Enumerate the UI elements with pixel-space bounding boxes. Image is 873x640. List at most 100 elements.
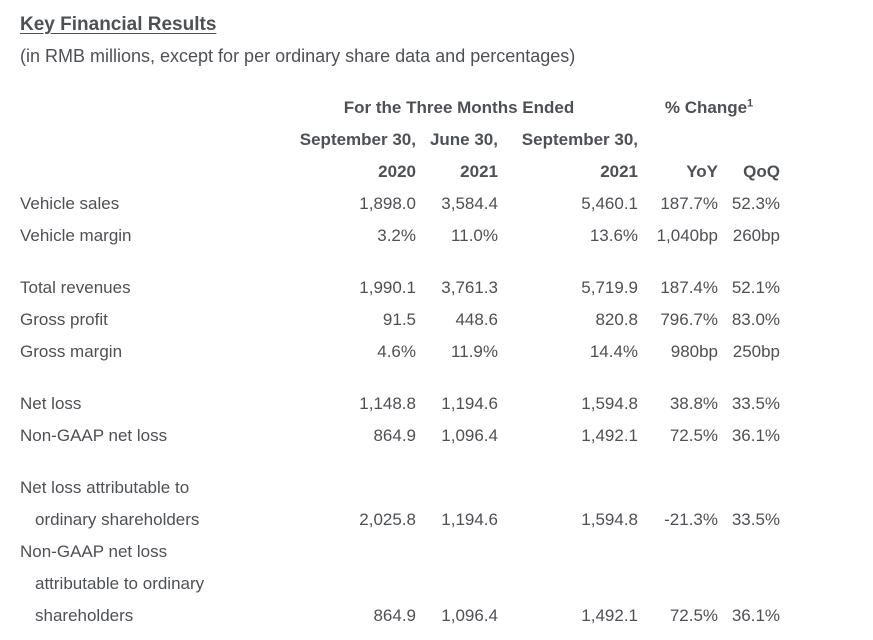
cell-value: 36.1% xyxy=(731,606,781,625)
row-label: Non-GAAP net loss xyxy=(20,420,280,452)
table-row: Gross margin 4.6% 11.9% 14.4% 980bp 250bp xyxy=(20,336,780,368)
cell-value: 83.0% xyxy=(731,310,781,329)
cell-value: 1,898.0 xyxy=(359,194,416,213)
page-title: Key Financial Results xyxy=(20,14,217,35)
financial-results-table: For the Three Months Ended % Change1 Sep… xyxy=(20,92,780,632)
header-empty-cell xyxy=(638,124,718,156)
change-group-header: % Change1 xyxy=(638,92,780,124)
change-group-label: % Change xyxy=(664,98,748,117)
period-date-header: September 30, xyxy=(521,130,639,149)
row-label: Net loss attributable to ordinary shareho… xyxy=(20,472,280,536)
header-empty-cell xyxy=(20,156,280,188)
cell-value: 1,194.6 xyxy=(441,394,498,413)
cell-value: 11.0% xyxy=(451,226,498,245)
header-empty-cell xyxy=(20,124,280,156)
cell-value: 260bp xyxy=(732,226,781,245)
cell-value: 820.8 xyxy=(595,310,639,329)
cell-value: 72.5% xyxy=(669,606,719,625)
table-row: Net loss attributable to ordinary shareho… xyxy=(20,472,780,536)
cell-value: 3.2% xyxy=(377,226,416,245)
header-row-groups: For the Three Months Ended % Change1 xyxy=(20,92,780,124)
cell-value: 1,492.1 xyxy=(581,606,639,625)
table-row: Vehicle margin 3.2% 11.0% 13.6% 1,040bp 260bp xyxy=(20,220,780,252)
row-label-line: attributable to ordinary xyxy=(35,574,205,593)
cell-value: 91.5 xyxy=(382,310,416,329)
table-body: Vehicle sales 1,898.0 3,584.4 5,460.1 187.7%… xyxy=(20,188,780,632)
row-label-line: Net loss attributable to xyxy=(20,478,190,497)
cell-value: 36.1% xyxy=(731,426,781,445)
table-row: Total revenues 1,990.1 3,761.3 5,719.9 187.4… xyxy=(20,272,780,304)
spacer-row xyxy=(20,368,780,388)
cell-value: 1,148.8 xyxy=(359,394,416,413)
table-row: Non-GAAP net loss attributable to ordinar… xyxy=(20,536,780,632)
row-label-line: ordinary shareholders xyxy=(35,510,200,529)
cell-value: 864.9 xyxy=(373,426,416,445)
cell-value: 1,990.1 xyxy=(359,278,416,297)
row-label-line: Vehicle margin xyxy=(20,226,132,245)
spacer-row xyxy=(20,452,780,472)
table-row: Non-GAAP net loss 864.9 1,096.4 1,492.1 72.5… xyxy=(20,420,780,452)
row-label: Net loss xyxy=(20,388,280,420)
cell-value: 11.9% xyxy=(451,342,498,361)
page-subtitle: (in RMB millions, except for per ordinar… xyxy=(20,46,576,66)
cell-value: 1,194.6 xyxy=(441,510,498,529)
row-label-line: Net loss xyxy=(20,394,82,413)
row-label: Gross profit xyxy=(20,304,280,336)
row-label-line: shareholders xyxy=(35,606,134,625)
spacer-cell xyxy=(20,368,780,388)
cell-value: 1,096.4 xyxy=(441,606,498,625)
row-label: Vehicle margin xyxy=(20,220,280,252)
cell-value: 52.3% xyxy=(731,194,781,213)
header-row-years: 2020 2021 2021 YoY QoQ xyxy=(20,156,780,188)
period-date-header: September 30, xyxy=(299,130,416,149)
spacer-cell xyxy=(20,252,780,272)
cell-value: 2,025.8 xyxy=(359,510,416,529)
row-label-line: Non-GAAP net loss xyxy=(20,426,168,445)
qoq-header: QoQ xyxy=(743,162,781,181)
row-label-line: Non-GAAP net loss xyxy=(20,542,168,561)
cell-value: 72.5% xyxy=(669,426,719,445)
row-label-line: Total revenues xyxy=(20,278,131,297)
cell-value: 448.6 xyxy=(455,310,498,329)
row-label-line: Vehicle sales xyxy=(20,194,120,213)
period-date-header: June 30, xyxy=(429,130,498,149)
year-header: 2021 xyxy=(460,162,498,181)
cell-value: 13.6% xyxy=(589,226,639,245)
year-header: 2020 xyxy=(378,162,416,181)
row-label-line: Gross margin xyxy=(20,342,123,361)
yoy-header: YoY xyxy=(686,162,719,181)
cell-value: 4.6% xyxy=(377,342,416,361)
cell-value: 1,594.8 xyxy=(581,510,639,529)
cell-value: 1,040bp xyxy=(656,226,719,245)
cell-value: 980bp xyxy=(670,342,719,361)
table-row: Vehicle sales 1,898.0 3,584.4 5,460.1 187.7%… xyxy=(20,188,780,220)
cell-value: 52.1% xyxy=(731,278,781,297)
cell-value: 1,492.1 xyxy=(581,426,639,445)
cell-value: 187.4% xyxy=(660,278,719,297)
cell-value: 14.4% xyxy=(589,342,639,361)
table-row: Gross profit 91.5 448.6 820.8 796.7% 83.0% xyxy=(20,304,780,336)
header-empty-cell xyxy=(20,92,280,124)
period-group-header: For the Three Months Ended xyxy=(343,98,575,117)
cell-value: 250bp xyxy=(732,342,781,361)
cell-value: 5,460.1 xyxy=(581,194,639,213)
cell-value: 1,096.4 xyxy=(441,426,498,445)
spacer-row xyxy=(20,252,780,272)
row-label-line: Gross profit xyxy=(20,310,108,329)
cell-value: -21.3% xyxy=(664,510,719,529)
year-header: 2021 xyxy=(600,162,639,181)
cell-value: 187.7% xyxy=(660,194,719,213)
cell-value: 33.5% xyxy=(731,510,781,529)
cell-value: 33.5% xyxy=(731,394,781,413)
row-label: Total revenues xyxy=(20,272,280,304)
table-row: Net loss 1,148.8 1,194.6 1,594.8 38.8% 33.5% xyxy=(20,388,780,420)
header-empty-cell xyxy=(718,124,780,156)
cell-value: 864.9 xyxy=(373,606,416,625)
header-row-dates: September 30, June 30, September 30, xyxy=(20,124,780,156)
cell-value: 3,761.3 xyxy=(441,278,498,297)
cell-value: 3,584.4 xyxy=(441,194,498,213)
footnote-reference: 1 xyxy=(747,97,754,110)
cell-value: 796.7% xyxy=(660,310,719,329)
spacer-cell xyxy=(20,452,780,472)
